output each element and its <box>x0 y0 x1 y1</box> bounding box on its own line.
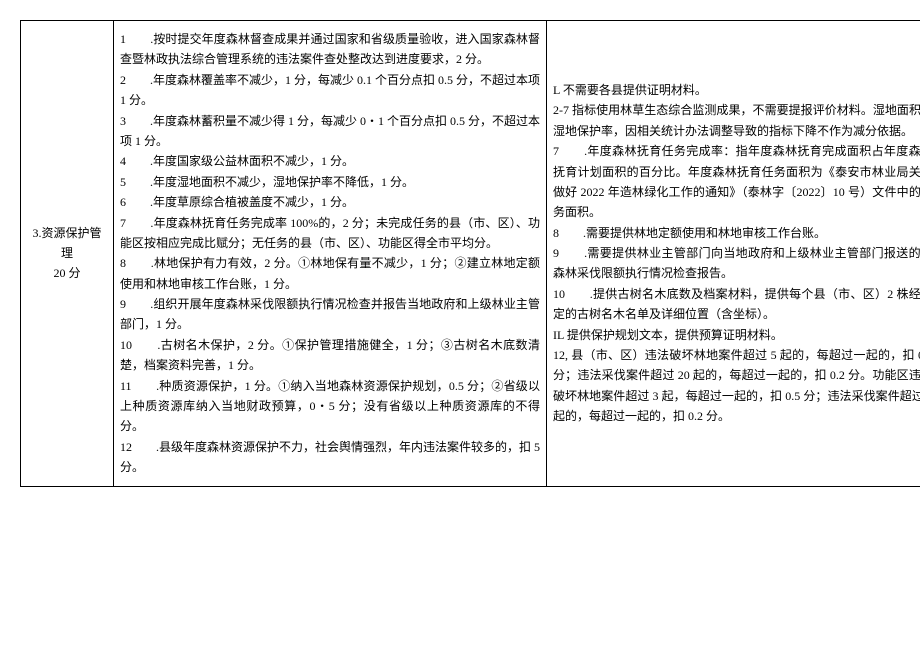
notes-item: 12, 县（市、区）违法破坏林地案件超过 5 起的，每超过一起的，扣 0.5 分… <box>553 345 920 427</box>
criteria-item: 11 .种质资源保护，1 分。①纳入当地森林资源保护规划，0.5 分；②省级以上… <box>120 376 540 437</box>
criteria-cell: 1 .按时提交年度森林督查成果并通过国家和省级质量验收，进入国家森林督查暨林政执… <box>114 21 547 487</box>
criteria-item: 7 .年度森林抚育任务完成率 100%的，2 分；未完成任务的县（市、区）、功能… <box>120 213 540 254</box>
category-title: 3.资源保护管理 <box>27 223 107 264</box>
criteria-item: 4 .年度国家级公益林面积不减少，1 分。 <box>120 151 540 171</box>
criteria-item: 9 .组织开展年度森林采伐限额执行情况检查并报告当地政府和上级林业主管部门，1 … <box>120 294 540 335</box>
category-cell: 3.资源保护管理 20 分 <box>21 21 114 487</box>
criteria-item: 12 .县级年度森林资源保护不力，社会舆情强烈，年内违法案件较多的，扣 5 分。 <box>120 437 540 478</box>
criteria-item: 6 .年度草原综合植被盖度不减少，1 分。 <box>120 192 540 212</box>
notes-item: 2-7 指标使用林草生态综合监测成果，不需要提报评价材料。湿地面积、湿地保护率，… <box>553 100 920 141</box>
notes-item: 9 .需要提供林业主管部门向当地政府和上级林业主管部门报送的年森林采伐限额执行情… <box>553 243 920 284</box>
criteria-item: 2 .年度森林覆盖率不减少，1 分，每减少 0.1 个百分点扣 0.5 分，不超… <box>120 70 540 111</box>
criteria-item: 10 .古树名木保护，2 分。①保护管理措施健全，1 分；③古树名木底数清楚，档… <box>120 335 540 376</box>
criteria-item: 5 .年度湿地面积不减少，湿地保护率不降低，1 分。 <box>120 172 540 192</box>
table-row: 3.资源保护管理 20 分 1 .按时提交年度森林督查成果并通过国家和省级质量验… <box>21 21 920 487</box>
notes-item: 8 .需要提供林地定额使用和林地审核工作台账。 <box>553 223 920 243</box>
notes-item: 10 .提供古树名木底数及档案材料，提供每个县（市、区）2 株经认定的古树名木名… <box>553 284 920 325</box>
category-score: 20 分 <box>27 263 107 283</box>
criteria-item: 8 .林地保护有力有效，2 分。①林地保有量不减少，1 分；②建立林地定额使用和… <box>120 253 540 294</box>
notes-item: IL 提供保护规划文本，提供预算证明材料。 <box>553 325 920 345</box>
notes-cell: L 不需要各县提供证明材料。 2-7 指标使用林草生态综合监测成果，不需要提报评… <box>547 21 920 487</box>
notes-item: 7 .年度森林抚育任务完成率：指年度森林抚育完成面积占年度森林抚育计划面积的百分… <box>553 141 920 223</box>
criteria-item: 1 .按时提交年度森林督查成果并通过国家和省级质量验收，进入国家森林督查暨林政执… <box>120 29 540 70</box>
notes-item: L 不需要各县提供证明材料。 <box>553 80 920 100</box>
evaluation-table: 3.资源保护管理 20 分 1 .按时提交年度森林督查成果并通过国家和省级质量验… <box>20 20 920 487</box>
criteria-item: 3 .年度森林蓄积量不减少得 1 分，每减少 0・1 个百分点扣 0.5 分，不… <box>120 111 540 152</box>
